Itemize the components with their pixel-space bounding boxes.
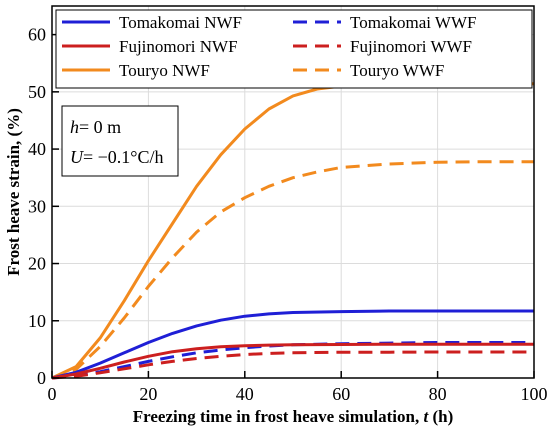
annotation-box: h= 0 m U= −0.1°C/h (61, 105, 179, 177)
x-tick-label: 100 (521, 384, 548, 404)
y-tick-label: 50 (28, 82, 46, 102)
annotation-frame (61, 105, 179, 177)
y-tick-label: 10 (28, 311, 46, 331)
annotation-cooling-rate: U= −0.1°C/h (70, 147, 164, 167)
y-tick-label: 60 (28, 25, 46, 45)
y-axis-label: Frost heave strain, (%) (4, 108, 23, 276)
series-line-fujinomori-wwf (51, 350, 534, 380)
y-tick-label: 0 (37, 368, 46, 388)
legend-label-touryo-nwf: Touryo NWF (119, 61, 210, 80)
legend-label-fujinomori-nwf: Fujinomori NWF (119, 37, 238, 56)
plot-frame (51, 5, 535, 379)
x-axis-label: Freezing time in frost heave simulation,… (133, 407, 453, 426)
x-tick-label: 40 (236, 384, 254, 404)
x-tick-label: 60 (332, 384, 350, 404)
series-line-touryo-wwf (51, 160, 534, 380)
x-tick-label: 80 (429, 384, 447, 404)
legend-label-tomakomai-wwf: Tomakomai WWF (350, 13, 476, 32)
legend-label-fujinomori-wwf: Fujinomori WWF (350, 37, 472, 56)
series-line-tomakomai-wwf (51, 341, 534, 380)
series-line-fujinomori-nwf (51, 342, 534, 380)
x-tick-label: 20 (139, 384, 157, 404)
annotation-depth: h= 0 m (70, 117, 121, 137)
x-tick-label: 0 (48, 384, 57, 404)
series-layer (51, 82, 534, 380)
legend-label-tomakomai-nwf: Tomakomai NWF (119, 13, 242, 32)
legend: Tomakomai NWF Tomakomai WWF Fujinomori NWF… (55, 9, 533, 89)
y-tick-label: 20 (28, 254, 46, 274)
y-tick-label: 30 (28, 196, 46, 216)
y-tick-label: 40 (28, 139, 46, 159)
legend-label-touryo-wwf: Touryo WWF (350, 61, 444, 80)
axis-ticks: 0 10 20 30 40 50 60 0 20 40 60 80 100 (28, 25, 548, 404)
series-line-tomakomai-nwf (51, 309, 534, 380)
